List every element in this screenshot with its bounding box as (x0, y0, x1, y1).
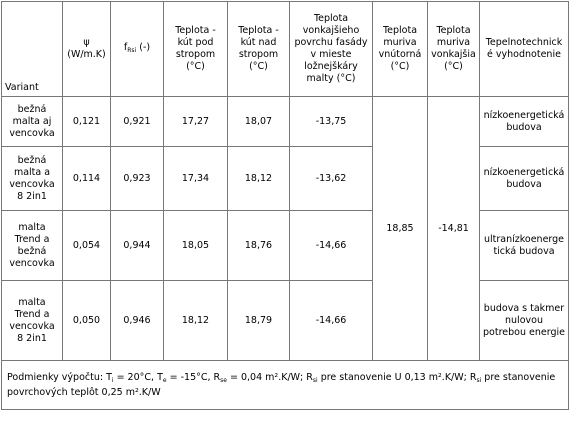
header-cell: Teplota - kút pod stropom (°C) (163, 1, 228, 97)
cell: -13,62 (289, 146, 373, 211)
text: Variant (5, 82, 39, 93)
merged-cell: -14,81 (427, 96, 480, 361)
table-body: Variant ψ (W/m.K) fRsi (-) Teplota - kút po… (1, 1, 569, 410)
text: (-) (136, 41, 151, 53)
text: Podmienky výpočtu: T (7, 371, 112, 383)
header-cell: Tepelnotechnické vyhodnotenie (479, 1, 569, 97)
cell: nízkoenergetická budova (479, 146, 569, 211)
header-cell: ψ (W/m.K) (62, 1, 111, 97)
cell: 0,050 (62, 280, 111, 361)
cell: 0,054 (62, 210, 111, 281)
body-row: bežná malta aj vencovka 0,121 0,921 17,27 18… (1, 96, 569, 361)
header-cell: Teplota vonkajšieho povrchu fasády v mie… (289, 1, 373, 97)
text: Teplota muriva vnútorná (°C) (378, 25, 422, 72)
text: pre stanovenie U 0,13 m².K/W; R (317, 371, 477, 383)
cell: 17,34 (163, 146, 228, 211)
text: pre stanovenie povrchových teplôt 0,25 m… (7, 371, 556, 398)
cell: 18,12 (163, 280, 228, 361)
header-cell: Teplota muriva vonkajšia (°C) (427, 1, 480, 97)
cell: -13,75 (289, 96, 373, 147)
text: Teplota - kút pod stropom (°C) (175, 25, 216, 72)
footer-row: Podmienky výpočtu: Ti = 20°C, Te = -15°C… (1, 360, 569, 410)
subscript: si (312, 376, 318, 384)
footer-cell: Podmienky výpočtu: Ti = 20°C, Te = -15°C… (1, 360, 569, 410)
cell: nízkoenergetická budova (479, 96, 569, 147)
body-row: malta Trend a bežná vencovka 0,054 0,944 18… (1, 210, 569, 281)
header-cell: fRsi (-) (110, 1, 164, 97)
cell: 18,79 (227, 280, 290, 361)
subscript: e (162, 376, 167, 384)
merged-cell: 18,85 (372, 96, 428, 361)
cell: 0,921 (110, 96, 164, 147)
text: f (123, 41, 128, 53)
header-row: Variant ψ (W/m.K) fRsi (-) Teplota - kút po… (1, 1, 569, 97)
cell: 18,12 (227, 146, 290, 211)
text: = -15°C, R (166, 371, 221, 383)
text: Teplota vonkajšieho povrchu fasády v mie… (294, 13, 368, 84)
text: = 0,04 m².K/W; R (226, 371, 313, 383)
data-table: Variant ψ (W/m.K) fRsi (-) Teplota - kút po… (1, 1, 569, 410)
cell: 0,946 (110, 280, 164, 361)
text: Tepelnotechnické vyhodnotenie (485, 37, 563, 60)
text: Teplota muriva vonkajšia (°C) (431, 25, 476, 72)
subscript: i (111, 376, 114, 384)
cell: budova s takmer nulovou potrebou energie (479, 280, 569, 361)
subscript: se (220, 376, 227, 384)
subscript: Rsi (127, 46, 137, 54)
cell: 18,76 (227, 210, 290, 281)
text: ψ (W/m.K) (67, 37, 106, 60)
cell: 18,07 (227, 96, 290, 147)
cell: 0,923 (110, 146, 164, 211)
cell: malta Trend a bežná vencovka (1, 210, 63, 281)
header-cell: Teplota - kút nad stropom (°C) (227, 1, 290, 97)
body-row: malta Trend a vencovka 8 2in1 0,050 0,946 1… (1, 280, 569, 361)
text: = 20°C, T (113, 371, 163, 383)
header-cell: Teplota muriva vnútorná (°C) (372, 1, 428, 97)
cell: 0,121 (62, 96, 111, 147)
body-row: bežná malta a vencovka 8 2in1 0,114 0,923 1… (1, 146, 569, 211)
cell: bežná malta a vencovka 8 2in1 (1, 146, 63, 211)
subscript: si (476, 376, 482, 384)
cell: -14,66 (289, 280, 373, 361)
cell: 0,944 (110, 210, 164, 281)
header-cell: Variant (1, 1, 63, 97)
cell: malta Trend a vencovka 8 2in1 (1, 280, 63, 361)
text: Teplota - kút nad stropom (°C) (238, 25, 279, 72)
cell: -14,66 (289, 210, 373, 281)
cell: 18,05 (163, 210, 228, 281)
cell: bežná malta aj vencovka (1, 96, 63, 147)
cell: 17,27 (163, 96, 228, 147)
cell: ultranízkoenergetická budova (479, 210, 569, 281)
cell: 0,114 (62, 146, 111, 211)
